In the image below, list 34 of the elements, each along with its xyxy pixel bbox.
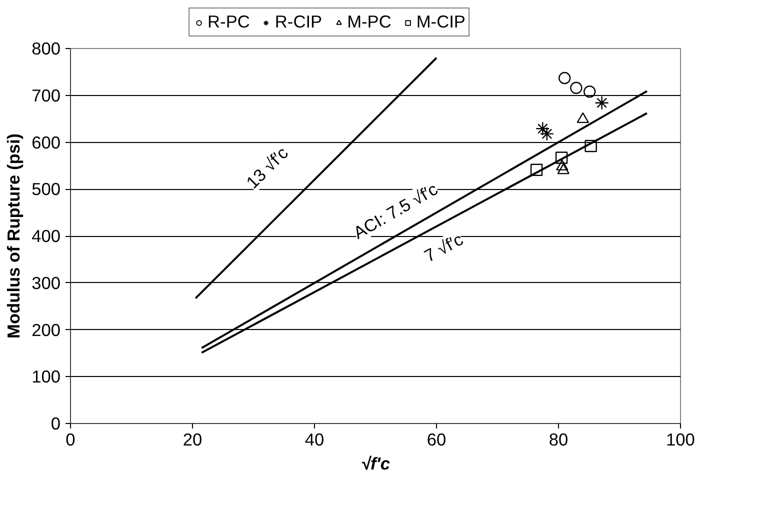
point	[594, 96, 609, 110]
point	[576, 112, 589, 124]
legend-label: R-PC	[208, 12, 250, 32]
y-tick-label: 200	[32, 320, 61, 340]
legend-label: R-CIP	[274, 12, 322, 32]
x-axis-title: √f′c	[360, 454, 390, 474]
legend-label: M-CIP	[416, 12, 466, 32]
y-tick-label: 700	[32, 85, 61, 106]
y-tick-label: 800	[32, 38, 61, 58]
y-tick-label: 100	[32, 366, 61, 387]
x-tick-label: 40	[304, 430, 324, 450]
x-tick-label: 60	[426, 430, 446, 450]
point	[530, 164, 543, 176]
annotation: 7 √f′c	[420, 228, 467, 266]
y-tick-label: 300	[32, 272, 61, 293]
x-tick-label: 80	[548, 430, 568, 450]
point	[570, 82, 582, 94]
point	[558, 72, 571, 84]
y-tick-label: 500	[32, 179, 61, 200]
annotation: 13 √f′c	[242, 142, 292, 192]
point	[536, 122, 550, 136]
x-tick-label: 100	[666, 430, 695, 450]
y-tick-label: 400	[32, 226, 61, 246]
point	[584, 86, 596, 98]
x-tick-label: 0	[66, 430, 76, 450]
y-tick-label: 600	[32, 132, 61, 152]
y-tick-label: 0	[50, 414, 61, 434]
point	[555, 152, 568, 164]
point	[584, 140, 597, 152]
y-axis-title: Modulus of Rupture (psi)	[4, 133, 24, 339]
legend-label: M-PC	[347, 12, 392, 32]
point	[540, 126, 554, 141]
annotation: ACI: 7.5 √f′c	[350, 178, 442, 243]
x-tick-label: 20	[182, 430, 202, 450]
